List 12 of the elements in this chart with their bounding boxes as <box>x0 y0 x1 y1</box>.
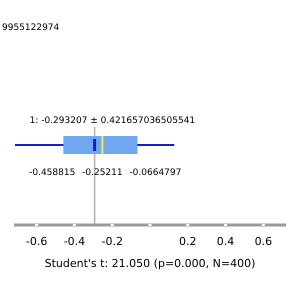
x-tick-label: 0.4 <box>216 235 234 248</box>
annotation: -0.0664797 <box>129 168 182 178</box>
annotation: -0.25211 <box>82 168 123 178</box>
text: 9955122974 <box>2 23 60 33</box>
x-tick-label: -0.2 <box>101 235 123 248</box>
x-tick-label: -0.6 <box>26 235 48 248</box>
x-axis-title: Student's t: 21.050 (p=0.000, N=400) <box>44 257 256 270</box>
annotation: -0.458815 <box>29 168 76 178</box>
text: 1: -0.293207 ± 0.421657036505541 <box>30 116 196 126</box>
x-tick-label: -0.4 <box>64 235 86 248</box>
x-tick-label: 0.6 <box>254 235 272 248</box>
x-tick-label: 0.2 <box>179 235 197 248</box>
